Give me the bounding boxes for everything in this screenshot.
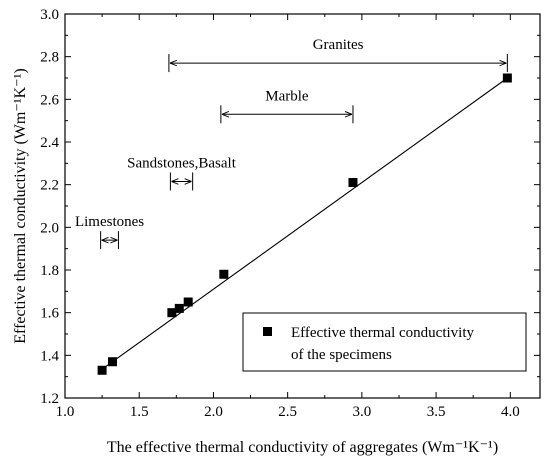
legend-marker (263, 327, 272, 336)
y-tick-label: 1.4 (40, 348, 59, 364)
y-tick-label: 2.2 (40, 178, 59, 194)
range-annotations: Granites Marble Sandstones,Basalt Limestone… (75, 37, 508, 250)
legend-label-line1: Effective thermal conductivity (291, 325, 474, 341)
legend: Effective thermal conductivity of the spe… (242, 312, 527, 372)
data-point (348, 178, 358, 188)
data-point (174, 303, 184, 313)
x-tick-label: 1.5 (130, 404, 149, 420)
y-tick-label: 2.8 (40, 50, 59, 66)
y-tick-label: 3.0 (40, 7, 59, 23)
data-point (167, 308, 177, 318)
y-tick-label: 1.6 (40, 306, 59, 322)
data-point (502, 73, 512, 83)
plot-area (97, 73, 512, 375)
x-tick-label: 3.5 (427, 404, 446, 420)
range-label: Sandstones,Basalt (127, 155, 237, 171)
data-point (183, 297, 193, 307)
y-tick-label: 2.4 (40, 135, 59, 151)
axes: 1.0 1.5 2.0 2.5 3.0 3.5 4.0 1.2 1.4 1.6 1.8 2.0 2.2 2… (12, 7, 541, 456)
x-axis-title: The effective thermal conductivity of ag… (107, 439, 498, 456)
legend-box (242, 312, 527, 372)
y-tick-label: 1.8 (40, 263, 59, 279)
data-point (97, 365, 107, 375)
x-tick-label: 2.0 (204, 404, 223, 420)
legend-label-line2: of the specimens (291, 347, 392, 363)
y-tick-label: 1.2 (40, 391, 59, 407)
x-tick-label: 3.0 (353, 404, 372, 420)
data-point (108, 357, 117, 367)
y-axis-title: Effective thermal conductivity (Wm⁻¹K⁻¹) (12, 68, 29, 343)
x-tick-label: 1.0 (56, 404, 75, 420)
x-tick-label: 4.0 (501, 404, 520, 420)
data-point (219, 269, 229, 279)
y-tick-label: 2.0 (40, 220, 59, 236)
range-label: Marble (265, 88, 309, 104)
y-tick-label: 2.6 (40, 92, 59, 108)
range-label: Granites (313, 37, 364, 53)
x-tick-label: 2.5 (278, 404, 297, 420)
fit-line (101, 77, 508, 370)
range-label: Limestones (75, 214, 144, 230)
